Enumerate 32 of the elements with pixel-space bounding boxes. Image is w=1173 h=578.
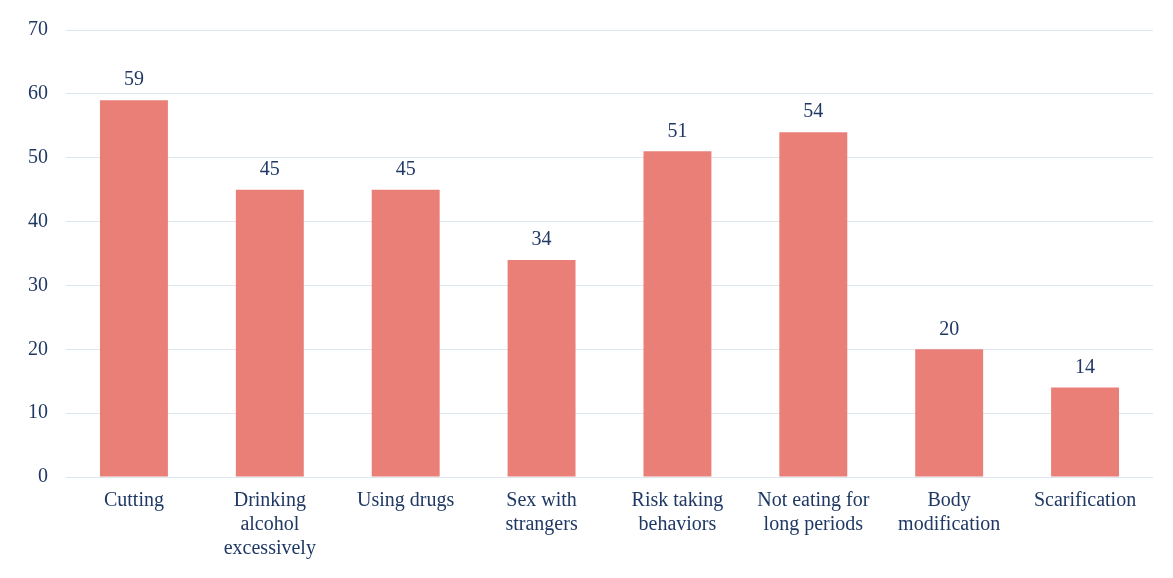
- y-tick-label: 60: [28, 81, 48, 104]
- bar: [235, 189, 304, 477]
- bar: [1051, 387, 1120, 477]
- x-tick-label: Body modification: [898, 488, 1001, 535]
- x-tick-label: Scarification: [1033, 488, 1137, 511]
- data-label: 51: [667, 118, 688, 141]
- x-tick-label: Cutting: [103, 488, 164, 512]
- data-label: 20: [939, 316, 960, 339]
- x-tick-label: Drinking alcohol excessively: [223, 488, 316, 560]
- x-tick-label: Not eating for long periods: [757, 488, 870, 536]
- y-tick-label: 20: [28, 336, 48, 359]
- data-label: 45: [259, 156, 280, 179]
- data-label: 54: [803, 99, 824, 122]
- bar: [371, 189, 440, 477]
- x-tick-label: Sex with strangers: [505, 488, 578, 536]
- data-label: 14: [1075, 354, 1096, 377]
- y-tick-label: 10: [28, 400, 48, 423]
- y-tick-label: 0: [38, 464, 48, 487]
- bar: [915, 349, 984, 477]
- bar: [507, 259, 576, 477]
- x-tick-label: Using drugs: [357, 488, 455, 512]
- data-label: 34: [531, 227, 552, 250]
- bar: [779, 132, 848, 477]
- bar: [643, 151, 712, 477]
- x-tick-label: Risk taking behaviors: [631, 488, 724, 535]
- data-label: 45: [395, 156, 416, 179]
- bar: [99, 100, 168, 477]
- y-tick-label: 40: [28, 208, 48, 231]
- data-label: 59: [123, 67, 144, 90]
- y-tick-label: 50: [28, 144, 48, 167]
- y-tick-label: 70: [28, 17, 48, 40]
- y-tick-label: 30: [28, 272, 48, 295]
